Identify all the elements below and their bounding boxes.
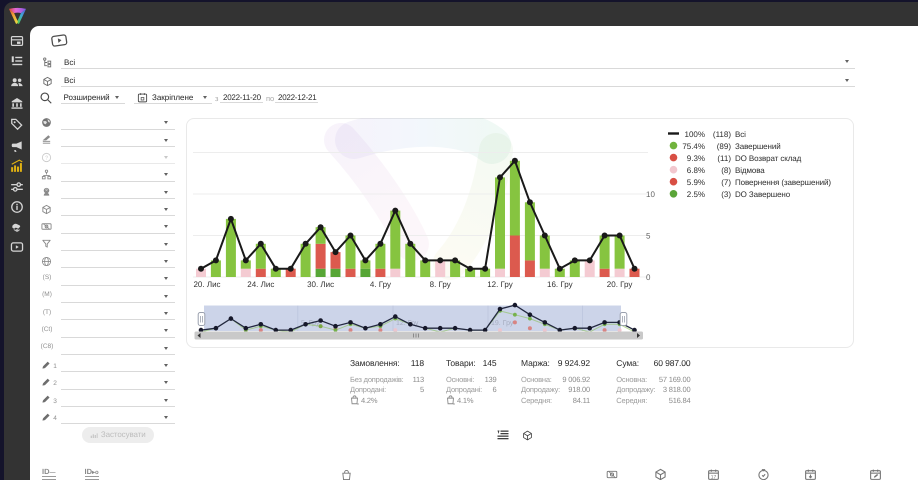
svg-text:DO Возврат склад: DO Возврат склад — [735, 154, 802, 163]
svg-text:10: 10 — [646, 190, 655, 199]
svg-text:5.9%: 5.9% — [687, 178, 705, 187]
svg-text:(118): (118) — [713, 130, 731, 139]
svg-text:(8): (8) — [721, 166, 731, 175]
svg-text:x: x — [453, 402, 455, 405]
svg-text:4. Гру: 4. Гру — [370, 280, 391, 289]
svg-text:20. Лис: 20. Лис — [193, 280, 220, 289]
svg-text:Завершений: Завершений — [735, 142, 781, 151]
svg-text:(3): (3) — [721, 190, 731, 199]
svg-text:20. Гру: 20. Гру — [607, 280, 633, 289]
svg-text:Відмова: Відмова — [735, 166, 765, 175]
svg-text:8. Гру: 8. Гру — [430, 280, 451, 289]
svg-text:2.5%: 2.5% — [687, 190, 705, 199]
svg-text:x: x — [357, 402, 359, 405]
svg-text:(7): (7) — [721, 178, 731, 187]
svg-text:(89): (89) — [717, 142, 732, 151]
svg-text:?: ? — [45, 154, 48, 160]
svg-text:DO Завершено: DO Завершено — [735, 190, 791, 199]
svg-text:30. Лис: 30. Лис — [307, 280, 334, 289]
svg-text:12. Гру: 12. Гру — [487, 280, 513, 289]
svg-text:6.8%: 6.8% — [687, 166, 705, 175]
svg-text:24. Лис: 24. Лис — [247, 280, 274, 289]
svg-text:100%: 100% — [685, 130, 705, 139]
svg-text:Всі: Всі — [735, 130, 746, 139]
svg-text:75.4%: 75.4% — [682, 142, 705, 151]
svg-text:(11): (11) — [717, 154, 731, 163]
svg-text:17: 17 — [710, 474, 715, 479]
svg-text:19. Гру: 19. Гру — [491, 320, 514, 327]
svg-text:9.3%: 9.3% — [687, 154, 705, 163]
svg-text:0: 0 — [646, 273, 651, 282]
svg-text:5: 5 — [646, 232, 651, 241]
svg-text:16. Гру: 16. Гру — [547, 280, 573, 289]
svg-text:Повернення (завершений): Повернення (завершений) — [735, 178, 831, 187]
